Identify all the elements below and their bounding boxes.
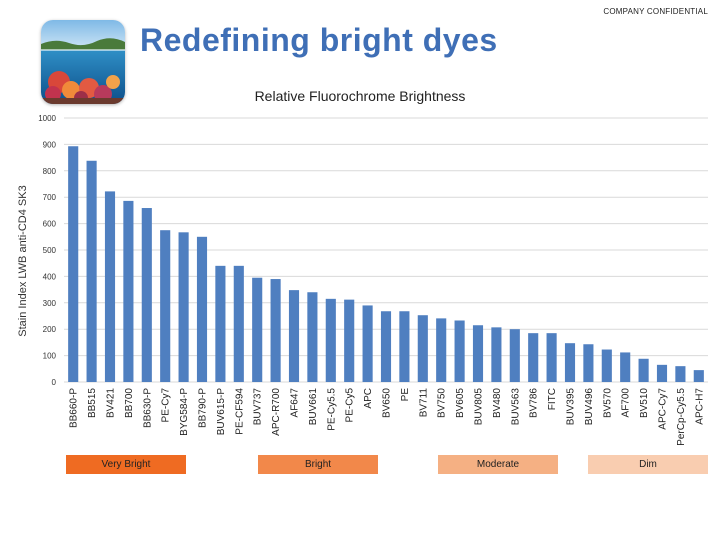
x-tick-label: BB515 (87, 388, 98, 418)
x-tick-label: BB660-P (69, 388, 80, 428)
bar (491, 327, 502, 382)
x-tick-label: BUV805 (474, 388, 485, 426)
bar (693, 370, 704, 382)
bar (656, 364, 668, 382)
x-tick-label: BV786 (529, 388, 540, 418)
bar (104, 191, 116, 382)
bar (380, 311, 392, 382)
x-tick-label: BUV395 (566, 388, 577, 426)
x-tick-label: APC-Cy7 (658, 388, 669, 430)
bar (288, 290, 300, 382)
x-tick-label: BV480 (492, 388, 503, 418)
x-tick-label: APC (363, 388, 374, 409)
bar (675, 366, 686, 382)
x-tick-label: FITC (547, 388, 558, 410)
legend-very-bright: Very Bright (66, 455, 186, 474)
x-tick-label: BUV661 (308, 388, 319, 426)
coral-reef-logo (41, 20, 125, 104)
x-tick-label: PE-Cy5 (345, 388, 356, 423)
x-tick-label: BV510 (639, 388, 650, 418)
y-tick-label: 300 (43, 299, 57, 308)
bar (178, 232, 189, 382)
bar (215, 265, 226, 382)
bar (160, 230, 171, 382)
x-tick-label: BUV737 (253, 388, 264, 426)
chart-title: Relative Fluorochrome Brightness (254, 88, 466, 104)
bar (583, 344, 594, 382)
y-tick-label: 200 (43, 325, 57, 334)
y-tick-label: 400 (43, 272, 57, 281)
bar (564, 343, 576, 382)
x-tick-label: PerCp-Cy5.5 (676, 388, 687, 446)
y-tick-label: 0 (52, 378, 57, 387)
bar (472, 325, 484, 382)
x-tick-label: BUV496 (584, 388, 595, 426)
bar (417, 315, 428, 382)
bar (399, 311, 410, 382)
bar (546, 333, 557, 382)
bar (620, 352, 631, 382)
x-tick-label: APC-H7 (694, 388, 705, 425)
x-tick-label: APC-R700 (271, 388, 282, 436)
x-tick-label: BV650 (382, 388, 393, 418)
confidential-label: COMPANY CONFIDENTIAL (603, 7, 708, 16)
x-tick-label: BB700 (124, 388, 135, 418)
x-tick-label: BV570 (602, 388, 613, 418)
bar (325, 298, 336, 382)
bar (123, 200, 134, 382)
x-tick-label: PE-CF594 (234, 388, 245, 435)
bar (141, 208, 152, 382)
y-tick-label: 900 (43, 140, 57, 149)
bar (252, 277, 263, 382)
bar (344, 299, 355, 382)
bar (270, 279, 281, 382)
y-tick-label: 700 (43, 193, 57, 202)
bar (233, 265, 244, 382)
bar (68, 146, 79, 382)
x-tick-label: AF700 (621, 388, 632, 418)
x-tick-label: PE-Cy7 (161, 388, 172, 423)
bar (601, 349, 612, 382)
bar (509, 329, 520, 382)
bar (436, 318, 447, 382)
y-tick-label: 100 (43, 352, 57, 361)
x-tick-label: PE-Cy5.5 (326, 388, 337, 431)
bar (528, 333, 539, 382)
x-tick-label: BV711 (418, 388, 429, 418)
x-tick-label: BB630-P (142, 388, 153, 428)
bar (196, 236, 208, 382)
y-tick-label: 1000 (38, 114, 56, 123)
bar (362, 305, 373, 382)
y-tick-label: 500 (43, 246, 57, 255)
legend-dim: Dim (588, 455, 708, 474)
x-tick-label: PE (400, 388, 411, 402)
bar-chart: 0 100 200 300 400 500 600 700 800 900 1000 BB660-P B… (38, 114, 708, 446)
x-tick-label: BB790-P (198, 388, 209, 428)
legend-moderate: Moderate (438, 455, 558, 474)
page-title: Redefining bright dyes (140, 22, 498, 58)
y-tick-label: 800 (43, 167, 57, 176)
bar (454, 320, 465, 382)
x-tick-label: BV421 (106, 388, 117, 418)
x-tick-label: BV750 (437, 388, 448, 418)
x-tick-label: BYG584-P (179, 388, 190, 436)
x-tick-label: BV605 (455, 388, 466, 418)
bar (638, 358, 649, 382)
x-tick-label: BUV563 (510, 388, 521, 426)
x-tick-label: AF647 (290, 388, 301, 418)
bar (307, 292, 318, 382)
bar (86, 160, 97, 382)
x-tick-label: BUV615-P (216, 388, 227, 436)
legend-bright: Bright (258, 455, 378, 474)
y-tick-label: 600 (43, 220, 57, 229)
